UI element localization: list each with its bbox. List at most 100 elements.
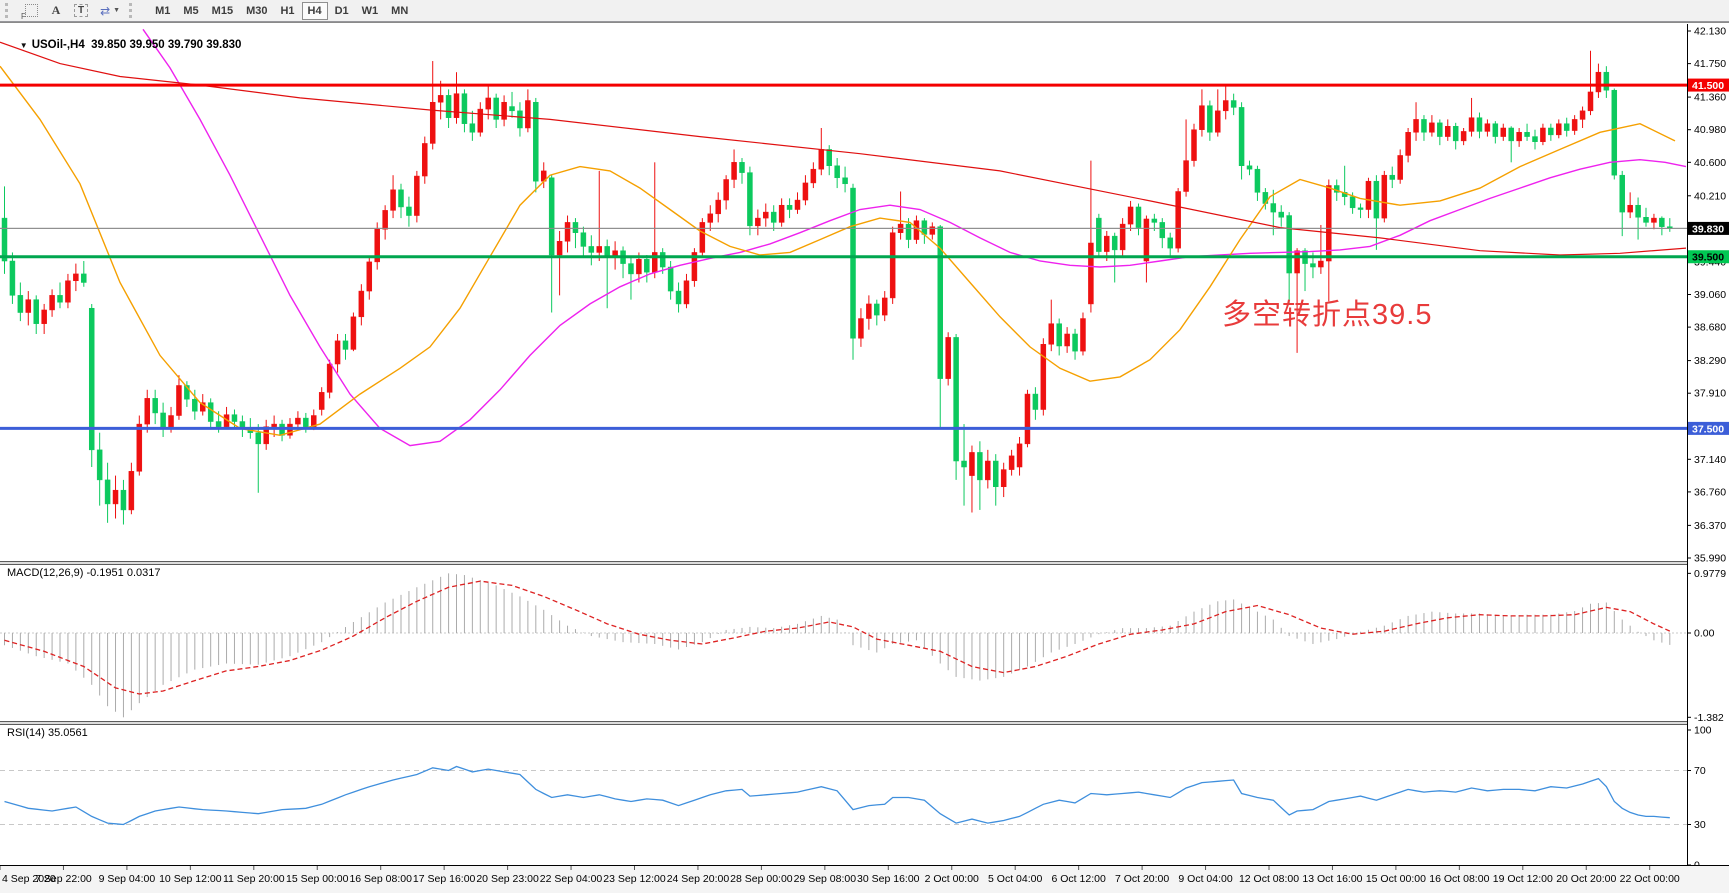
candle-body [120, 489, 127, 511]
candle-body [1643, 217, 1649, 223]
candle-body [810, 168, 817, 184]
candle-body [49, 295, 55, 311]
time-label: 7 Sep 22:00 [35, 873, 92, 885]
candle-body [1373, 180, 1380, 219]
candle-body [1524, 132, 1530, 137]
object-select-grid-tool[interactable]: F [19, 2, 44, 21]
candle-body [1246, 165, 1253, 170]
candle-body [263, 426, 269, 445]
candle-body [604, 246, 610, 257]
text-tool-button[interactable]: T [68, 2, 94, 20]
grid-f-label: F [21, 11, 26, 21]
tf-button-h1[interactable]: H1 [274, 2, 300, 20]
candle-body [1104, 235, 1110, 252]
toolbar-grip[interactable] [5, 3, 14, 18]
candle-body [1, 217, 8, 262]
time-label: 12 Oct 08:00 [1239, 873, 1299, 885]
axis-tick-label: 38.290 [1694, 355, 1726, 367]
candle-body [1230, 100, 1237, 108]
candle-body [707, 213, 714, 223]
candle-body [1143, 218, 1150, 262]
candle-body [406, 206, 412, 216]
candle-body [667, 266, 674, 292]
axis-tick-label: 37.140 [1694, 454, 1726, 466]
arrows-object-button[interactable]: ⇄ ▼ [94, 2, 126, 20]
candle-body [1556, 123, 1562, 136]
tf-button-h4[interactable]: H4 [301, 1, 328, 20]
candle-body [1119, 223, 1126, 251]
candle-body [786, 204, 793, 210]
candle-body [1254, 168, 1261, 193]
candle-body [215, 421, 222, 427]
candle-body [731, 162, 737, 180]
candle-body [1579, 110, 1586, 120]
time-label: 16 Sep 08:00 [349, 873, 412, 885]
candle-body [422, 143, 428, 177]
candle-body [842, 177, 848, 185]
tf-button-w1[interactable]: W1 [356, 2, 385, 20]
candle-body [929, 226, 936, 235]
axis-tick-label: 0.9779 [1694, 568, 1726, 580]
candle-body [1016, 443, 1023, 468]
candle-body [437, 95, 444, 103]
axis-tick-label: 40.600 [1694, 157, 1726, 169]
timeframe-group: M1 M5 M15 M30 H1 H4 D1 W1 MN [149, 1, 414, 20]
candle-body [1032, 393, 1039, 410]
svg-text:37.500: 37.500 [1692, 423, 1724, 435]
time-label: 6 Oct 12:00 [1052, 873, 1106, 885]
candle-body [953, 337, 959, 462]
candle-body [65, 280, 71, 303]
candle-body [699, 222, 706, 253]
candle-body [207, 402, 214, 422]
tf-button-d1[interactable]: D1 [329, 2, 355, 20]
time-label: 23 Sep 12:00 [603, 873, 666, 885]
tf-button-mn[interactable]: MN [385, 2, 414, 20]
svg-text:41.500: 41.500 [1692, 80, 1724, 92]
candle-body [1445, 126, 1451, 137]
candle-body [168, 415, 174, 429]
candle-body [477, 108, 484, 133]
candle-body [469, 123, 476, 133]
timeframe-toolbar-grip[interactable] [129, 3, 138, 18]
candle-body [556, 241, 563, 256]
candle-body [73, 273, 79, 282]
chart-annotation-text[interactable]: 多空转折点39.5 [1222, 299, 1433, 331]
candle-body [271, 423, 277, 427]
candle-body [1024, 393, 1031, 445]
chart-canvas[interactable]: 42.13041.75041.36040.98040.60040.21039.4… [0, 22, 1729, 893]
axis-tick-label: 0.00 [1694, 628, 1715, 640]
tf-button-m15[interactable]: M15 [206, 2, 239, 20]
candle-body [429, 101, 436, 144]
svg-text:39.500: 39.500 [1692, 252, 1724, 264]
candle-body [628, 263, 634, 275]
time-label: 16 Oct 08:00 [1429, 873, 1489, 885]
price-badge-39.500: 39.500 [1688, 250, 1729, 264]
candle-body [881, 297, 888, 316]
candle-body [255, 432, 262, 445]
candle-body [755, 217, 761, 227]
candle-body [1326, 185, 1332, 262]
tf-button-m30[interactable]: M30 [240, 2, 273, 20]
candle-body [144, 398, 150, 425]
candle-body [128, 471, 135, 511]
time-label: 15 Sep 00:00 [286, 873, 349, 885]
axis-tick-label: 41.750 [1694, 58, 1726, 70]
candle-body [1270, 203, 1277, 213]
time-label: 9 Sep 04:00 [99, 873, 156, 885]
candle-body [889, 232, 896, 299]
symbol-dropdown-icon[interactable]: ▼ [19, 41, 28, 50]
candle-body [1532, 136, 1538, 142]
candle-body [1199, 105, 1205, 130]
tf-button-m5[interactable]: M5 [177, 2, 204, 20]
time-label: 9 Oct 04:00 [1178, 873, 1232, 885]
candle-body [1127, 206, 1134, 225]
candle-body [1151, 218, 1158, 223]
axis-tick-label: 38.680 [1694, 322, 1726, 334]
label-tool-button[interactable]: A [44, 2, 68, 20]
candle-body [295, 417, 301, 425]
candle-body [1111, 235, 1118, 251]
tf-button-m1[interactable]: M1 [149, 2, 176, 20]
ma-mid-magenta-line [142, 28, 1687, 447]
rsi-panel [0, 765, 1687, 826]
